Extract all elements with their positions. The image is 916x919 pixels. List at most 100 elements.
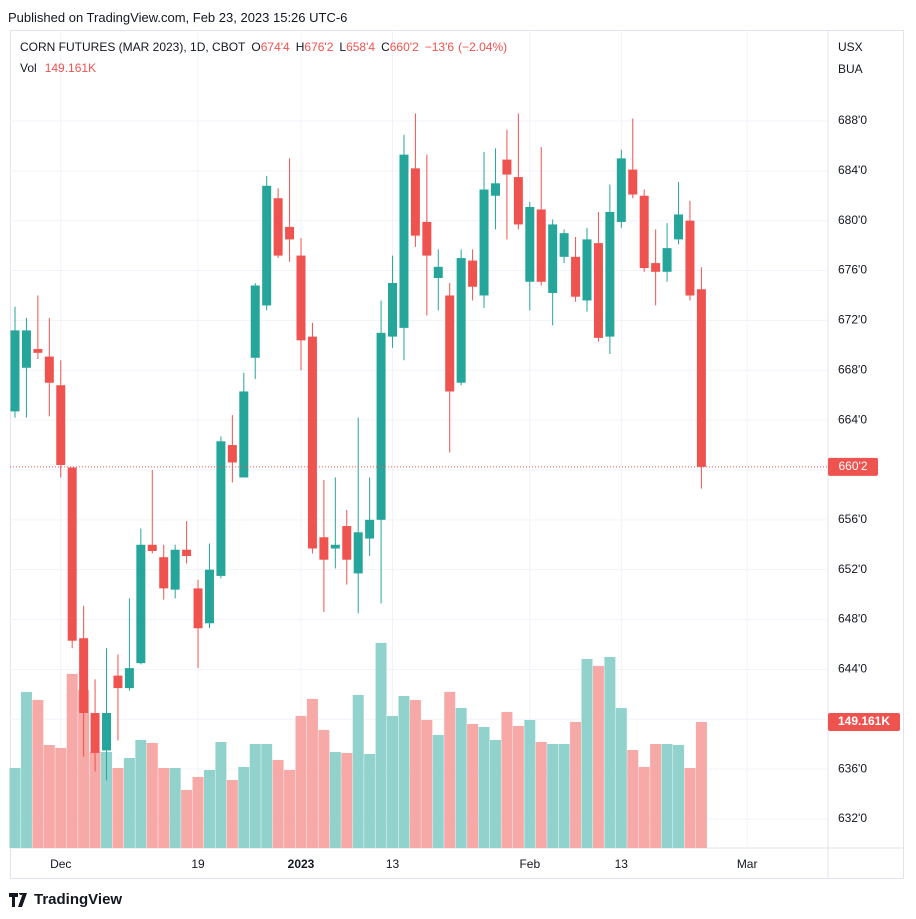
volume-bar [89, 752, 101, 848]
published: Published on TradingView.com, Feb 23, 20… [8, 10, 348, 25]
legend-value: 674'4 [260, 40, 290, 54]
volume-bar [215, 741, 227, 848]
volume-bar [421, 719, 433, 848]
volume-bar [66, 673, 78, 848]
volume-bar [489, 739, 501, 848]
candle-body [10, 330, 20, 412]
candle-body [410, 168, 420, 236]
candle-body [262, 185, 272, 306]
volume-bar [467, 723, 479, 848]
volume-bar [238, 766, 250, 848]
y-tick-label: 648'0 [838, 612, 867, 626]
volume-bar [455, 707, 467, 848]
legend-key: C [381, 40, 390, 54]
volume-bar [169, 767, 181, 848]
x-tick-label: Dec [50, 857, 71, 871]
x-tick-label: 13 [386, 857, 400, 871]
logo-shape [9, 893, 27, 907]
volume-legend: Vol 149.161K [20, 61, 96, 75]
legend-value: 676'2 [304, 40, 334, 54]
candle-body [593, 243, 603, 338]
volume-bar [627, 749, 639, 848]
y-tick-label: 632'0 [838, 811, 867, 825]
volume-bar [112, 767, 124, 848]
volume-bar [604, 656, 616, 848]
candle-body [330, 544, 340, 549]
volume-bar [558, 743, 570, 848]
candle-body [250, 285, 260, 358]
volume-bar [695, 721, 707, 848]
candle-body [147, 544, 157, 551]
legend-value: 660'2 [389, 40, 419, 54]
candle-body [628, 169, 638, 195]
volume-bar [661, 743, 673, 848]
volume-bar [284, 770, 296, 848]
volume-bar [78, 689, 90, 848]
brand-logo [9, 893, 27, 907]
candle-body [388, 283, 398, 337]
candle-body [227, 445, 237, 463]
volume-key: Vol [20, 61, 37, 75]
volume-bar [352, 694, 364, 848]
candle-body [582, 239, 592, 301]
legend-value: 658'4 [346, 40, 376, 54]
volume-bar [32, 699, 44, 848]
brand: TradingView [34, 891, 123, 908]
volume-bar [318, 729, 330, 848]
volume-bar [570, 721, 582, 848]
symbol: CORN FUTURES (MAR 2023), 1D, CBOT [20, 40, 246, 54]
candle-body [216, 441, 226, 576]
volume-bar [272, 759, 284, 848]
volume-bar [364, 753, 376, 848]
candle-body [365, 519, 375, 539]
candle-body [513, 177, 523, 225]
y-tick-label: 656'0 [838, 512, 867, 526]
candle-body [307, 336, 317, 549]
candle-body [136, 544, 146, 664]
candle-body [342, 526, 352, 560]
volume-bar [432, 734, 444, 848]
volume-bar [581, 658, 593, 848]
legend-key: L [339, 40, 347, 54]
volume-bar [638, 766, 650, 848]
volume-bar [684, 767, 696, 848]
volume-bar [306, 698, 318, 848]
volume-bar [375, 642, 387, 848]
candle-body [193, 588, 203, 629]
candle-body [445, 295, 455, 392]
candle-body [353, 532, 363, 574]
candle-body [696, 289, 706, 467]
volume-bar [501, 711, 513, 848]
volume-bar [9, 767, 21, 848]
candle-body [44, 356, 54, 383]
volume-bar [181, 789, 193, 848]
price-tag [828, 457, 878, 476]
candle-body [124, 668, 134, 689]
legend: CORN FUTURES (MAR 2023), 1D, CBOT O674'4 H… [20, 40, 507, 54]
x-tick-label: 2023 [288, 857, 315, 871]
candle-body [113, 675, 123, 689]
candle-body [605, 211, 615, 337]
candle-body [548, 224, 558, 293]
candle-body [239, 391, 249, 478]
volume-bar [650, 743, 662, 848]
candle-body [56, 385, 66, 465]
candle-body [433, 266, 443, 279]
volume-bar [592, 665, 604, 848]
candle-body [79, 638, 89, 714]
volume-bar [341, 752, 353, 848]
candle-body [571, 256, 581, 297]
candle-body [159, 557, 169, 589]
legend-key: O [251, 40, 261, 54]
y-tick-label: 672'0 [838, 313, 867, 327]
volume-bar [261, 743, 273, 848]
volume-bar [535, 741, 547, 848]
candle-body [376, 332, 386, 520]
price-tag-label: 660'2 [839, 459, 868, 473]
frame [10, 30, 904, 879]
volume-tag [828, 712, 900, 731]
y-tick-label: 668'0 [838, 362, 867, 376]
candle-body [399, 154, 409, 328]
candle-body [685, 220, 695, 296]
